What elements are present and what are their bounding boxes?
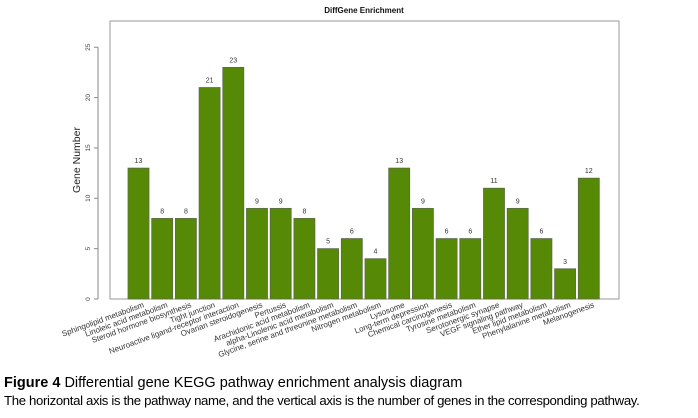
bar	[364, 258, 387, 300]
bar-value-label: 6	[468, 229, 472, 236]
bar	[506, 207, 529, 300]
bars	[127, 66, 600, 300]
bar-value-label: 9	[516, 198, 520, 205]
chart-title: DiffGene Enrichment	[324, 6, 404, 15]
bar-value-label: 6	[445, 229, 449, 236]
bar	[269, 207, 292, 300]
bar	[530, 238, 553, 300]
bar-value-label: 21	[206, 78, 214, 85]
bar-value-label: 4	[374, 249, 378, 256]
bar	[293, 218, 316, 300]
caption-title: Differential gene KEGG pathway enrichmen…	[64, 375, 463, 391]
bar-value-label: 8	[160, 208, 164, 215]
bar	[317, 248, 340, 300]
bar-value-label: 5	[326, 239, 330, 246]
bar	[435, 238, 458, 300]
bar	[483, 187, 505, 300]
bar	[222, 66, 245, 300]
bar-value-label: 6	[539, 229, 543, 236]
bar-value-label: 11	[490, 178, 497, 185]
bar	[554, 268, 576, 300]
bar-chart: DiffGene Enrichment Gene Number 0 5 10 15 20…	[61, 6, 620, 359]
caption-title-line: Figure 4 Differential gene KEGG pathway …	[4, 375, 698, 392]
plot-frame	[109, 20, 620, 300]
bar	[127, 167, 150, 300]
bar	[151, 218, 174, 300]
bar-value-label: 3	[563, 259, 567, 266]
bar-value-label: 13	[135, 158, 143, 165]
y-axis: 0 5 10 15 20 25	[85, 43, 99, 301]
y-axis-label: Gene Number	[71, 127, 83, 193]
y-tick-label: 15	[85, 144, 92, 152]
bar-value-label: 23	[229, 57, 237, 64]
bar	[340, 238, 363, 300]
y-tick-label: 0	[85, 297, 92, 301]
caption-description: The horizontal axis is the pathway name,…	[4, 393, 640, 408]
figure-label: Figure 4	[4, 375, 61, 391]
bar	[577, 177, 600, 300]
bar-value-label: 8	[302, 208, 306, 215]
bar-value-label: 6	[350, 229, 354, 236]
bar-value-label: 8	[184, 208, 188, 215]
bar	[411, 207, 434, 300]
bar-value-label: 13	[395, 158, 403, 165]
bar-value-label: 12	[585, 168, 593, 175]
bar-value-labels: 13 8 8 21 23 9 9 8 5 6 4 13 9 6 6 11 9 6 3 12	[135, 57, 593, 265]
figure-caption: Figure 4 Differential gene KEGG pathway …	[4, 375, 698, 409]
bar	[459, 238, 482, 300]
bar	[246, 207, 268, 300]
bar	[198, 87, 221, 300]
y-tick-label: 25	[85, 43, 92, 51]
bar-value-label: 9	[279, 198, 283, 205]
bar-value-label: 9	[421, 198, 425, 205]
y-tick-label: 10	[85, 194, 92, 202]
bar	[174, 218, 197, 300]
bar	[388, 167, 411, 300]
y-tick-label: 5	[85, 246, 92, 250]
y-tick-label: 20	[85, 94, 92, 102]
bar-value-label: 9	[255, 198, 259, 205]
